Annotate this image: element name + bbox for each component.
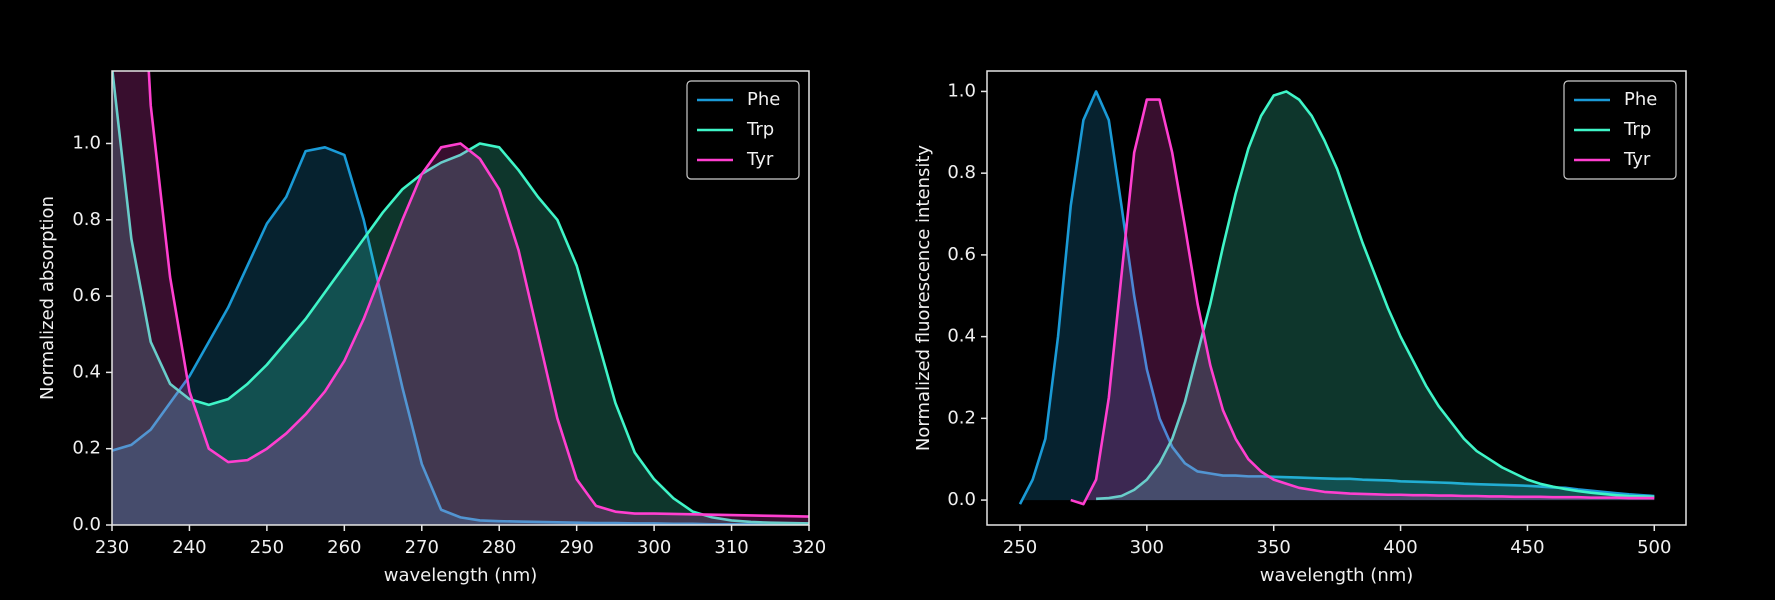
y-tick-label: 0.0 xyxy=(72,514,101,535)
y-tick-label: 0.8 xyxy=(72,209,101,230)
x-tick-label: 320 xyxy=(792,537,826,558)
x-tick-label: 260 xyxy=(327,537,361,558)
x-tick-label: 250 xyxy=(1003,537,1037,558)
legend-label: Phe xyxy=(747,89,780,110)
axes-frame xyxy=(986,70,1687,526)
series-line xyxy=(112,146,809,525)
x-axis-label: wavelength (nm) xyxy=(384,565,538,586)
y-tick-label: 1.0 xyxy=(947,80,976,101)
x-tick-label: 280 xyxy=(482,537,516,558)
series-line xyxy=(147,71,809,518)
legend-label: Trp xyxy=(1623,119,1651,140)
subplot: 230 240 250 260 270 280 290 300 310 320 0.0 0.2 0.4 0… xyxy=(37,70,826,586)
x-tick-label: 310 xyxy=(714,537,748,558)
series-area xyxy=(112,147,809,525)
legend-label: Trp xyxy=(746,119,774,140)
legend: Phe Trp Tyr xyxy=(686,80,800,180)
x-tick-label: 270 xyxy=(405,537,439,558)
x-tick-label: 240 xyxy=(172,537,206,558)
x-tick-label: 450 xyxy=(1510,537,1544,558)
y-tick-label: 0.8 xyxy=(947,162,976,183)
plot-area xyxy=(112,71,809,525)
legend-label: Tyr xyxy=(746,149,774,170)
legend-label: Tyr xyxy=(1623,149,1651,170)
axes-frame xyxy=(111,70,810,526)
x-tick-label: 230 xyxy=(95,537,129,558)
plot-area xyxy=(1018,90,1655,506)
y-tick-label: 0.2 xyxy=(72,438,101,459)
series-area xyxy=(1019,91,1655,505)
series-area xyxy=(112,71,809,525)
legend-label: Phe xyxy=(1624,89,1657,110)
subplot: 250 300 350 400 450 500 0.0 0.2 0.4 0.6 0.8 1.0 wave… xyxy=(913,70,1687,586)
series-line xyxy=(112,71,809,525)
y-axis-label: Normalized fluorescence intensity xyxy=(913,145,934,451)
y-tick-label: 0.4 xyxy=(947,326,976,347)
x-tick-label: 350 xyxy=(1257,537,1291,558)
x-tick-label: 400 xyxy=(1383,537,1417,558)
x-tick-label: 250 xyxy=(250,537,284,558)
x-tick-label: 300 xyxy=(1130,537,1164,558)
y-tick-label: 0.0 xyxy=(947,489,976,510)
x-tick-label: 290 xyxy=(559,537,593,558)
legend: Phe Trp Tyr xyxy=(1563,80,1677,180)
x-axis-label: wavelength (nm) xyxy=(1260,565,1414,586)
y-tick-label: 0.4 xyxy=(72,361,101,382)
x-tick-label: 500 xyxy=(1637,537,1671,558)
series-line xyxy=(1096,90,1655,501)
y-axis-label: Normalized absorption xyxy=(37,196,58,400)
y-tick-label: 0.2 xyxy=(947,407,976,428)
series-area xyxy=(1096,91,1655,501)
legend-box xyxy=(686,80,800,180)
y-tick-label: 0.6 xyxy=(72,285,101,306)
y-tick-label: 1.0 xyxy=(72,132,101,153)
series-area xyxy=(112,71,809,525)
legend-box xyxy=(1563,80,1677,180)
y-tick-label: 0.6 xyxy=(947,244,976,265)
x-tick-label: 300 xyxy=(637,537,671,558)
series-area xyxy=(1070,99,1655,505)
series-line xyxy=(1070,98,1655,506)
